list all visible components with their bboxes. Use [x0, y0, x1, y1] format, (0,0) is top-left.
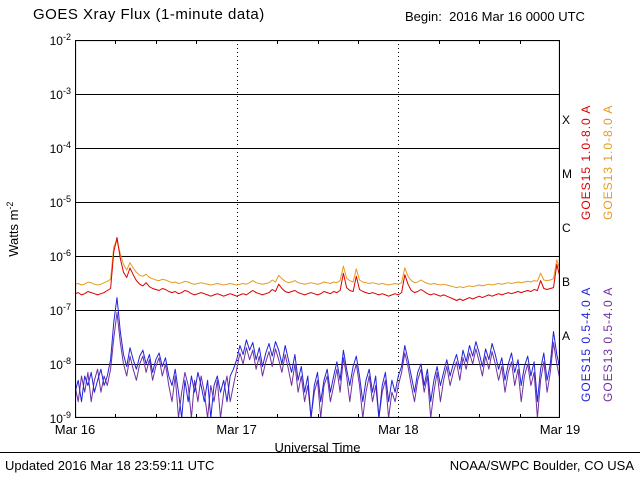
legend-label-goes13-long: GOES13 1.0-8.0 A [601, 104, 615, 220]
y-axis-label: Watts m-2 [5, 159, 21, 299]
series-line-goes15-0.5-4.0- [75, 297, 560, 418]
y-tick-exponent: -3 [62, 86, 71, 96]
series-line-goes13-0.5-4.0- [75, 312, 560, 418]
x-axis-label: Universal Time [274, 440, 361, 455]
y-tick-label: 10-4 [29, 140, 71, 156]
y-tick-exponent: -6 [62, 248, 71, 258]
x-tick-label: Mar 17 [216, 422, 257, 437]
chart-title: GOES Xray Flux (1-minute data) [33, 6, 265, 23]
y-tick-base: 10 [49, 34, 63, 48]
y-tick-base: 10 [49, 142, 63, 156]
y-tick-label: 10-7 [29, 302, 71, 318]
footer-source-attribution: NOAA/SWPC Boulder, CO USA [449, 458, 634, 473]
y-tick-base: 10 [49, 250, 63, 264]
x-tick-label: Mar 19 [539, 422, 581, 437]
y-tick-exponent: -5 [62, 194, 71, 204]
plot-area [75, 40, 560, 418]
flare-class-label-c: C [562, 221, 571, 235]
y-tick-exponent: -2 [62, 32, 71, 42]
series-line-goes15-1.0-8.0- [75, 237, 560, 301]
y-tick-label: 10-9 [29, 410, 71, 426]
x-tick-label: Mar 16 [54, 422, 96, 437]
y-axis-label-exponent: -2 [4, 201, 15, 210]
legend-label-goes15-short: GOES15 0.5-4.0 A [579, 286, 593, 402]
y-tick-base: 10 [49, 88, 63, 102]
y-tick-label: 10-2 [29, 32, 71, 48]
legend-label-goes13-short: GOES13 0.5-4.0 A [601, 286, 615, 402]
y-tick-label: 10-3 [29, 86, 71, 102]
y-tick-base: 10 [49, 196, 63, 210]
flare-class-label-b: B [562, 275, 571, 289]
flare-class-label-a: A [562, 329, 571, 343]
legend-label-goes15-long: GOES15 1.0-8.0 A [579, 104, 593, 220]
flare-class-label-x: X [562, 113, 571, 127]
flare-class-label-m: M [562, 167, 572, 181]
y-tick-exponent: -9 [62, 410, 71, 420]
y-axis-label-base: Watts m [6, 209, 22, 257]
y-tick-label: 10-6 [29, 248, 71, 264]
y-tick-label: 10-5 [29, 194, 71, 210]
plot-border [75, 40, 560, 418]
y-tick-label: 10-8 [29, 356, 71, 372]
footer-divider [0, 452, 640, 453]
y-tick-base: 10 [49, 358, 63, 372]
x-tick-label: Mar 18 [378, 422, 419, 437]
series-line-goes13-1.0-8.0- [75, 240, 560, 289]
y-tick-exponent: -7 [62, 302, 71, 312]
begin-timestamp: Begin: 2016 Mar 16 0000 UTC [405, 9, 585, 24]
footer-updated-timestamp: Updated 2016 Mar 18 23:59:11 UTC [5, 458, 215, 473]
y-tick-exponent: -8 [62, 356, 71, 366]
y-tick-base: 10 [49, 412, 63, 426]
y-tick-exponent: -4 [62, 140, 71, 150]
y-tick-base: 10 [49, 304, 63, 318]
